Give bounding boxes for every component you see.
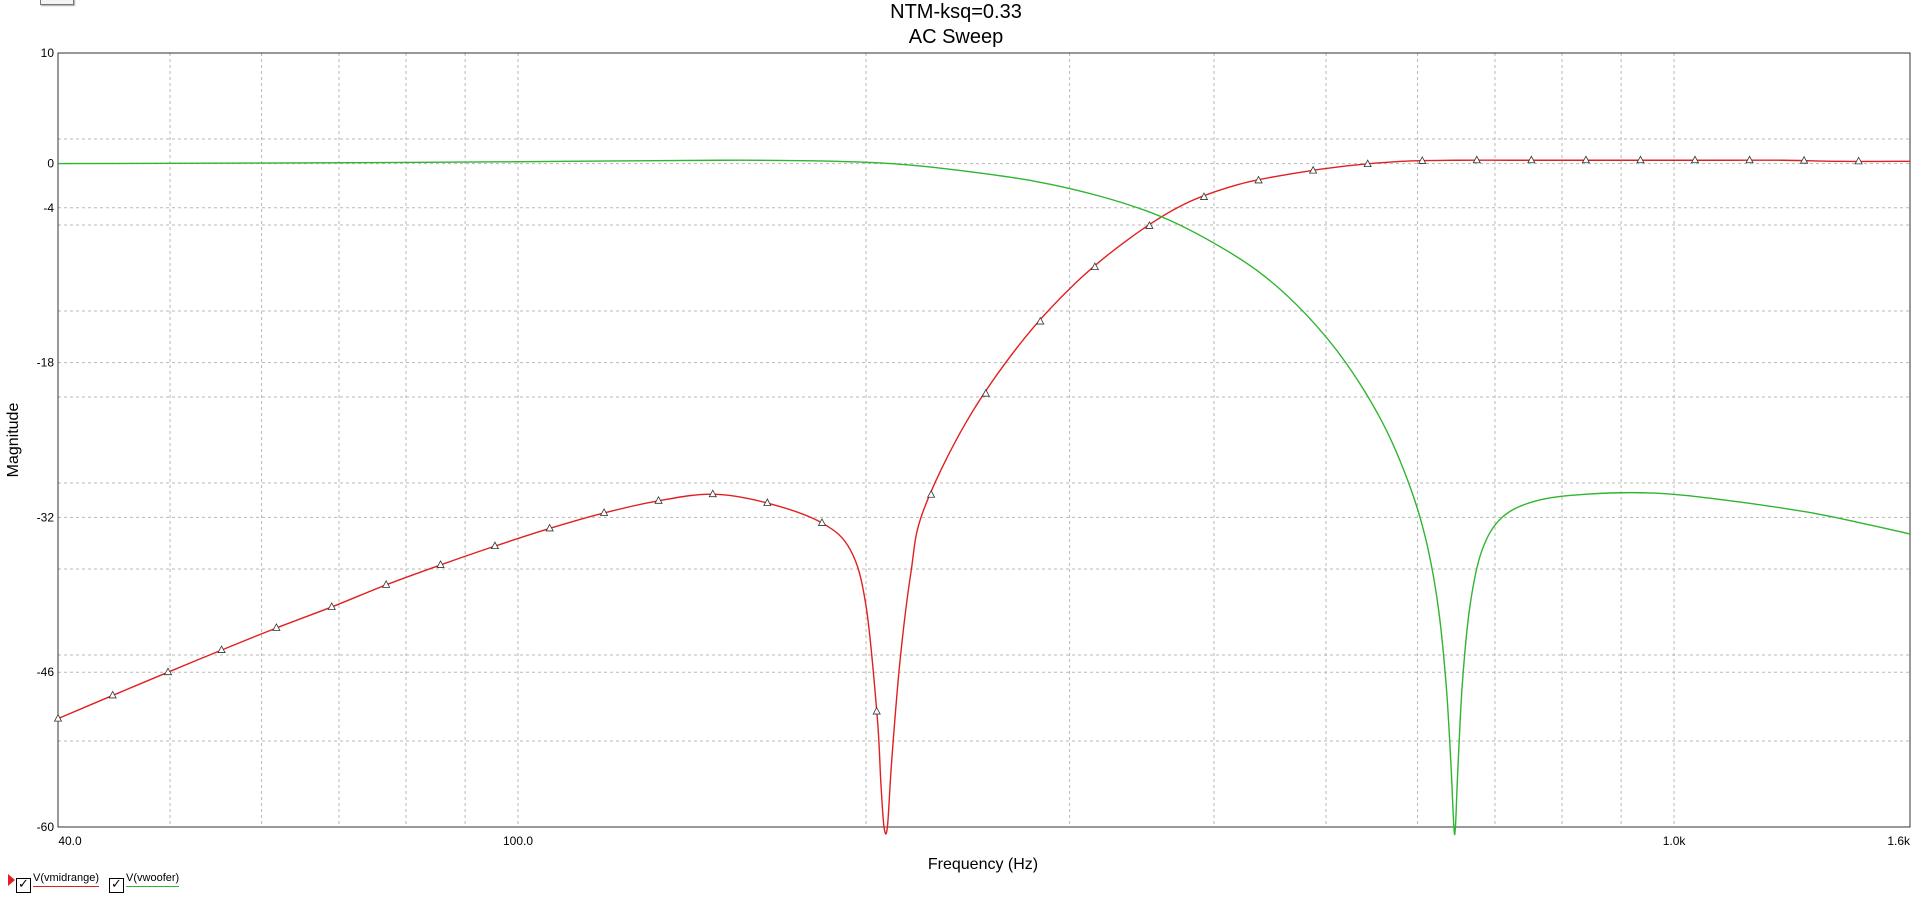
x-tick-label: 1.0k xyxy=(1663,834,1687,848)
x-tick-label: 1.6k xyxy=(1887,834,1911,848)
series-V(vmidrange) xyxy=(53,155,1910,835)
triangle-marker xyxy=(1308,165,1318,174)
triangle-marker xyxy=(1854,156,1863,165)
legend-item-vwoofer[interactable]: ✓ V(vwoofer) xyxy=(109,872,180,893)
y-axis-label: Magnitude xyxy=(5,403,22,478)
triangle-marker xyxy=(1527,155,1536,164)
triangle-marker xyxy=(872,706,881,715)
y-tick-label: -32 xyxy=(37,510,55,524)
triangle-marker xyxy=(545,523,554,532)
triangle-marker xyxy=(272,623,281,631)
y-tick-label: 0 xyxy=(47,157,54,171)
x-tick-label: 40.0 xyxy=(58,834,82,848)
triangle-marker xyxy=(1036,316,1045,325)
triangle-marker xyxy=(1745,155,1754,164)
triangle-marker xyxy=(1254,175,1263,184)
plot-frame xyxy=(57,52,1911,828)
x-axis-label: Frequency (Hz) xyxy=(928,856,1038,873)
y-tick-label: -60 xyxy=(37,820,55,834)
y-tick-label: -46 xyxy=(37,665,55,679)
triangle-marker xyxy=(53,713,63,722)
triangle-marker xyxy=(599,508,609,516)
y-tick-label: -18 xyxy=(37,356,55,370)
legend-checkbox-vmidrange[interactable]: ✓ xyxy=(16,876,31,893)
triangle-marker xyxy=(163,667,173,676)
triangle-marker xyxy=(926,489,936,498)
series-V(vwoofer) xyxy=(57,159,1911,836)
series-layer xyxy=(53,155,1911,836)
triangle-marker xyxy=(1363,159,1372,168)
legend-label-vwoofer: V(vwoofer) xyxy=(126,872,180,887)
marker-arrow-icon xyxy=(8,874,15,886)
triangle-marker xyxy=(817,518,827,526)
y-axis: 10 0 -4 -18 -32 -46 -60 xyxy=(37,46,55,834)
triangle-marker xyxy=(1145,221,1154,229)
series-line xyxy=(57,159,1911,836)
triangle-marker xyxy=(1581,155,1591,164)
series-line xyxy=(57,159,1910,835)
triangle-marker xyxy=(490,541,500,550)
x-tick-label: 100.0 xyxy=(503,834,533,848)
corner-button[interactable] xyxy=(40,0,74,5)
grid xyxy=(58,53,1910,827)
legend-checkbox-vwoofer[interactable]: ✓ xyxy=(109,876,125,893)
triangle-marker xyxy=(1090,262,1100,271)
triangle-marker xyxy=(217,645,226,653)
triangle-marker xyxy=(108,690,117,699)
triangle-marker xyxy=(327,602,336,610)
triangle-marker xyxy=(981,388,990,397)
triangle-marker xyxy=(1472,155,1481,164)
triangle-marker xyxy=(763,498,772,506)
y-tick-label: -4 xyxy=(43,201,54,215)
triangle-marker xyxy=(1636,155,1645,164)
legend: ✓ V(vmidrange) ✓ V(vwoofer) xyxy=(8,872,189,896)
y-tick-label: 10 xyxy=(41,46,55,60)
checkmark-icon: ✓ xyxy=(111,876,122,891)
triangle-marker xyxy=(1418,156,1427,164)
chart-title: NTM-ksq=0.33 xyxy=(890,1,1022,23)
triangle-marker xyxy=(654,495,663,504)
x-axis: 40.0 100.0 1.0k 1.6k xyxy=(58,834,1911,848)
checkmark-icon: ✓ xyxy=(18,876,29,891)
triangle-marker xyxy=(1199,192,1209,200)
triangle-marker xyxy=(436,560,445,568)
chart-subtitle: AC Sweep xyxy=(909,26,1004,48)
triangle-marker xyxy=(1690,155,1700,164)
triangle-marker xyxy=(1799,155,1809,164)
triangle-marker xyxy=(708,489,717,498)
legend-label-vmidrange: V(vmidrange) xyxy=(33,872,100,887)
legend-item-vmidrange[interactable]: ✓ V(vmidrange) xyxy=(8,872,100,893)
triangle-marker xyxy=(381,580,391,588)
